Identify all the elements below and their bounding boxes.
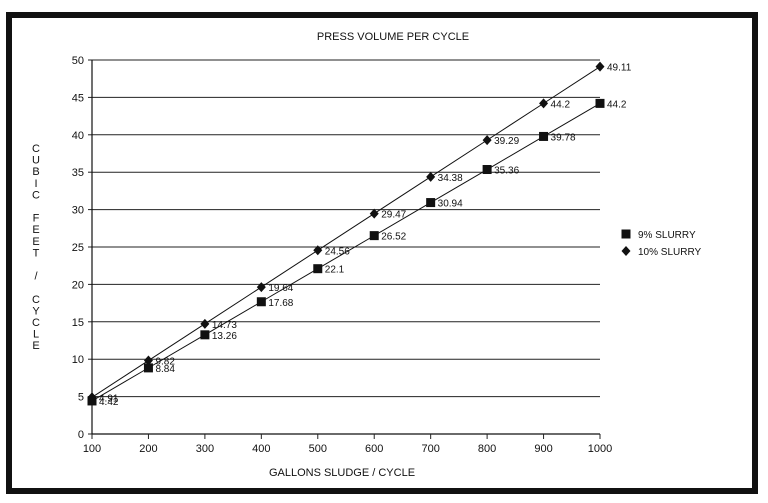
square-marker bbox=[426, 198, 436, 208]
y-axis-label-char: C bbox=[32, 294, 40, 306]
series-line bbox=[91, 66, 601, 398]
y-axis-label-char: U bbox=[32, 155, 40, 167]
series-line bbox=[91, 102, 601, 402]
y-tick-label: 45 bbox=[72, 92, 84, 104]
data-labels: 4.42 8.84 13.26 17.68 22.1 26.52 30.94 35.36 39.… bbox=[99, 63, 632, 408]
data-label: 17.68 bbox=[268, 298, 293, 309]
square-marker bbox=[143, 363, 153, 373]
data-label: 8.84 bbox=[155, 364, 175, 375]
y-axis-label-char: C bbox=[32, 189, 40, 201]
diamond-marker bbox=[369, 208, 379, 219]
square-marker bbox=[256, 297, 266, 307]
y-tick-labels: 0 5 10 15 20 25 30 35 40 45 50 bbox=[72, 55, 84, 441]
y-axis-label-char: E bbox=[32, 224, 39, 236]
y-tick-label: 10 bbox=[72, 354, 84, 366]
y-tick-label: 25 bbox=[72, 242, 84, 254]
x-tick-label: 700 bbox=[421, 443, 439, 455]
diamond-marker bbox=[256, 282, 266, 293]
data-label: 13.26 bbox=[212, 331, 237, 342]
chart-svg: PRESS VOLUME PER CYCLE 0 5 10 15 20 25 30 35 40 4… bbox=[32, 31, 702, 479]
data-label: 24.56 bbox=[325, 246, 350, 257]
y-axis-label-char: C bbox=[32, 317, 40, 329]
x-tick-label: 100 bbox=[83, 443, 101, 455]
chart-frame: PRESS VOLUME PER CYCLE 0 5 10 15 20 25 30 35 40 4… bbox=[6, 12, 758, 494]
data-label: 44.2 bbox=[607, 99, 627, 110]
diamond-marker bbox=[595, 61, 605, 72]
legend-label: 10% SLURRY bbox=[638, 247, 702, 258]
legend-diamond-marker bbox=[621, 246, 631, 256]
diamond-marker bbox=[426, 171, 436, 182]
y-tick-label: 40 bbox=[72, 130, 84, 142]
square-marker bbox=[482, 165, 492, 175]
square-marker bbox=[200, 330, 210, 340]
x-tick-label: 300 bbox=[196, 443, 214, 455]
diamond-marker bbox=[143, 355, 153, 366]
y-axis-label-char: F bbox=[33, 213, 40, 225]
diamond-marker bbox=[200, 318, 210, 329]
series-lines bbox=[91, 66, 601, 402]
data-label: 29.47 bbox=[381, 210, 406, 221]
x-tick-labels: 100 200 300 400 500 600 700 800 900 1000 bbox=[83, 443, 612, 455]
legend: 9% SLURRY 10% SLURRY bbox=[621, 229, 702, 258]
data-label: 39.29 bbox=[494, 136, 519, 147]
x-tick-label: 400 bbox=[252, 443, 270, 455]
x-tick-label: 200 bbox=[139, 443, 157, 455]
diamond-marker bbox=[482, 135, 492, 146]
data-label: 9.82 bbox=[155, 357, 175, 368]
y-tick-label: 0 bbox=[78, 429, 84, 441]
square-marker bbox=[369, 231, 379, 241]
square-marker bbox=[539, 131, 549, 141]
x-tick-label: 500 bbox=[309, 443, 327, 455]
data-label: 30.94 bbox=[438, 199, 463, 210]
y-tick-label: 35 bbox=[72, 167, 84, 179]
x-axis-label: GALLONS SLUDGE / CYCLE bbox=[269, 467, 415, 479]
y-tick-label: 15 bbox=[72, 317, 84, 329]
data-label: 4.42 bbox=[99, 397, 119, 408]
legend-square-marker bbox=[621, 229, 631, 239]
square-marker bbox=[595, 98, 605, 108]
data-label: 39.78 bbox=[551, 132, 576, 143]
gridlines bbox=[92, 59, 600, 398]
y-axis-label-char: E bbox=[32, 236, 39, 248]
diamond-marker bbox=[539, 98, 549, 109]
data-markers bbox=[87, 61, 605, 406]
data-label: 34.38 bbox=[438, 173, 463, 184]
y-axis-label-char: Y bbox=[32, 305, 40, 317]
y-axis-label-char: E bbox=[32, 340, 39, 352]
y-tick-label: 20 bbox=[72, 279, 84, 291]
y-axis-label-char: B bbox=[32, 166, 39, 178]
y-axis-label-char: C bbox=[32, 143, 40, 155]
y-axis-label-char: I bbox=[34, 178, 37, 190]
data-label: 14.73 bbox=[212, 320, 237, 331]
y-axis-label-char: T bbox=[33, 247, 40, 259]
y-axis-label-char: L bbox=[33, 329, 39, 341]
y-tick-label: 5 bbox=[78, 392, 84, 404]
data-label: 44.2 bbox=[551, 99, 571, 110]
data-label: 4.91 bbox=[99, 393, 119, 404]
data-label: 26.52 bbox=[381, 232, 406, 243]
data-label: 19.64 bbox=[268, 283, 293, 294]
legend-label: 9% SLURRY bbox=[638, 230, 696, 241]
x-tick-label: 800 bbox=[478, 443, 496, 455]
data-label: 35.36 bbox=[494, 166, 519, 177]
x-tick-label: 900 bbox=[534, 443, 552, 455]
chart-title: PRESS VOLUME PER CYCLE bbox=[317, 31, 469, 43]
y-axis-label-char: / bbox=[34, 271, 38, 283]
y-tick-label: 30 bbox=[72, 205, 84, 217]
diamond-marker bbox=[87, 392, 97, 403]
data-label: 22.1 bbox=[325, 265, 345, 276]
x-tick-label: 600 bbox=[365, 443, 383, 455]
square-marker bbox=[313, 264, 323, 274]
x-tick-label: 1000 bbox=[588, 443, 612, 455]
y-tick-label: 50 bbox=[72, 55, 84, 67]
data-label: 49.11 bbox=[607, 63, 632, 74]
diamond-marker bbox=[313, 245, 323, 256]
